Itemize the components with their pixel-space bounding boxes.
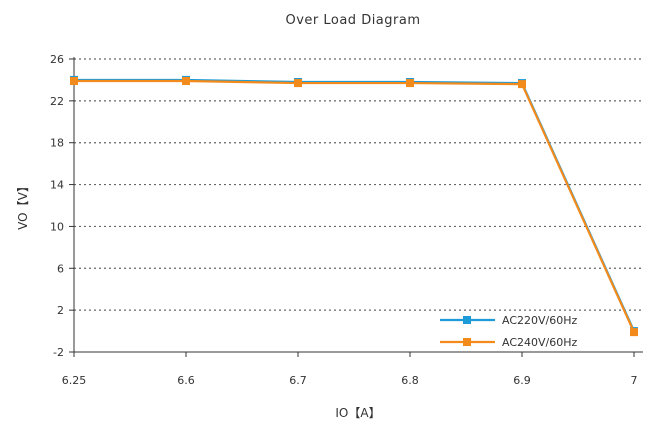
x-tick-label: 7 bbox=[631, 374, 638, 387]
data-point-1-0 bbox=[70, 76, 78, 85]
x-tick-label: 6.8 bbox=[401, 374, 419, 387]
y-tick-label: 14 bbox=[50, 179, 64, 192]
legend-marker-1 bbox=[463, 338, 471, 346]
data-point-1-3 bbox=[406, 79, 414, 88]
y-axis-label: VO【V】 bbox=[16, 180, 30, 230]
x-tick-label: 6.9 bbox=[513, 374, 531, 387]
y-tick-label: 26 bbox=[50, 53, 64, 66]
data-point-1-5 bbox=[630, 328, 638, 337]
chart-title: Over Load Diagram bbox=[285, 13, 420, 28]
y-ticks: 26 22 18 14 10 6 2 -2 bbox=[50, 53, 74, 359]
y-tick-label: 18 bbox=[50, 137, 64, 150]
grid bbox=[74, 58, 643, 311]
x-ticks: 6.25 6.6 6.7 6.8 6.9 7 bbox=[62, 352, 638, 387]
y-tick-label: -2 bbox=[53, 346, 64, 359]
y-tick-label: 22 bbox=[50, 95, 64, 108]
series-1 bbox=[70, 76, 638, 337]
data-point-1-1 bbox=[182, 76, 190, 85]
x-tick-label: 6.25 bbox=[62, 374, 87, 387]
y-tick-label: 6 bbox=[57, 262, 64, 275]
y-tick-label: 2 bbox=[57, 304, 64, 317]
series-layer bbox=[70, 75, 638, 337]
series-line-0 bbox=[74, 78, 636, 332]
data-point-1-4 bbox=[518, 80, 526, 89]
legend-label-1: AC240V/60Hz bbox=[502, 336, 578, 349]
y-tick-label: 10 bbox=[50, 220, 64, 233]
series-line-1 bbox=[74, 79, 636, 333]
x-axis-label: IO【A】 bbox=[335, 406, 380, 420]
x-tick-label: 6.6 bbox=[177, 374, 195, 387]
legend-marker-0 bbox=[463, 316, 471, 324]
data-point-1-2 bbox=[294, 79, 302, 88]
x-tick-label: 6.7 bbox=[289, 374, 307, 387]
series-0 bbox=[70, 75, 638, 336]
legend: AC220V/60Hz AC240V/60Hz bbox=[440, 314, 578, 349]
legend-label-0: AC220V/60Hz bbox=[502, 314, 578, 327]
